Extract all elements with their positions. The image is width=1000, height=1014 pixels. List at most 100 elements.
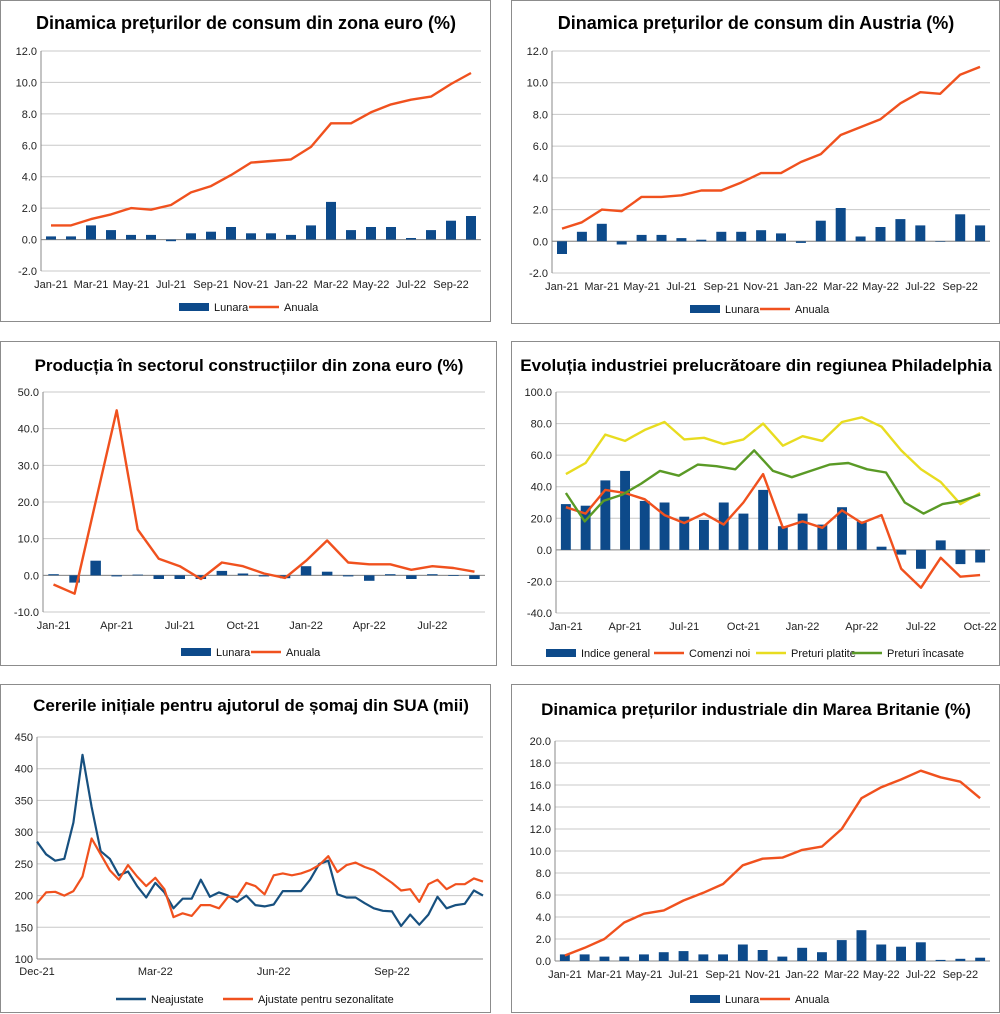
bar: [896, 946, 906, 961]
x-tick-label: Nov-21: [745, 969, 780, 981]
legend-label: Anuala: [795, 994, 830, 1006]
bar: [321, 571, 333, 576]
bar: [186, 233, 196, 240]
bar: [896, 549, 907, 555]
chart-preturi-industriale-uk: Dinamica prețurilor industriale din Mare…: [530, 700, 990, 1006]
legend-swatch: [690, 305, 720, 313]
bar: [559, 954, 570, 961]
chart-title: Cererile inițiale pentru ajutorul de șom…: [33, 696, 469, 715]
bar: [817, 524, 828, 550]
bar: [975, 957, 986, 961]
bar: [258, 575, 270, 577]
bar: [448, 575, 459, 576]
x-tick-label: Mar-22: [314, 279, 349, 291]
y-tick-label: 8.0: [22, 109, 37, 121]
y-tick-label: 50.0: [18, 387, 39, 399]
bar: [342, 575, 354, 577]
y-tick-label: 10.0: [530, 846, 551, 858]
bar: [619, 956, 630, 961]
bar: [975, 549, 986, 563]
bar: [815, 220, 826, 242]
y-tick-label: 0.0: [537, 545, 552, 557]
y-tick-label: -2.0: [18, 266, 37, 278]
bar: [237, 573, 249, 576]
y-tick-label: 20.0: [530, 736, 551, 748]
x-tick-label: Nov-21: [743, 281, 778, 293]
bar: [300, 566, 312, 576]
y-tick-label: 14.0: [530, 802, 551, 814]
legend-label: Ajustate pentru sezonalitate: [258, 994, 394, 1006]
x-tick-label: Mar-22: [138, 966, 173, 978]
x-tick-label: Oct-21: [727, 621, 760, 633]
legend-label: Anuala: [284, 302, 319, 314]
chart-panel-constructii: Producția în sectorul construcțiilor din…: [0, 341, 497, 666]
legend-swatch: [546, 649, 576, 657]
bar: [616, 241, 627, 245]
bar: [856, 930, 867, 961]
x-tick-label: Sep-22: [942, 281, 977, 293]
bar: [658, 952, 669, 961]
bar: [797, 947, 808, 961]
bar: [48, 574, 59, 576]
bar: [875, 227, 886, 242]
chart-somaj-sua: Cererile inițiale pentru ajutorul de șom…: [15, 696, 484, 1006]
x-tick-label: Oct-21: [226, 620, 259, 632]
legend-label: Comenzi noi: [689, 648, 750, 660]
series-line-1: [53, 409, 475, 595]
y-tick-label: 12.0: [527, 46, 548, 58]
chart-ipc-zona-euro: Dinamica prețurilor de consum din zona e…: [16, 13, 481, 314]
bar: [226, 227, 236, 240]
x-tick-label: May-22: [862, 281, 899, 293]
y-tick-label: 12.0: [530, 824, 551, 836]
series-line-1: [564, 769, 981, 957]
chart-panel-somaj-sua: Cererile inițiale pentru ajutorul de șom…: [0, 684, 491, 1013]
y-tick-label: 16.0: [530, 780, 551, 792]
bar: [126, 234, 136, 240]
bar: [837, 507, 847, 550]
legend-swatch: [179, 303, 209, 311]
bar: [446, 220, 456, 240]
x-tick-label: Mar-21: [587, 969, 622, 981]
x-tick-label: Jan-21: [545, 281, 579, 293]
bar: [406, 238, 416, 240]
bar: [557, 241, 567, 254]
bar: [975, 225, 986, 242]
bar: [406, 575, 417, 579]
bar: [174, 575, 185, 579]
bar: [427, 574, 438, 576]
series-line-0: [36, 753, 484, 928]
y-tick-label: 150: [15, 922, 33, 934]
y-tick-label: -2.0: [529, 268, 548, 280]
chart-philadelphia: Evoluția industriei prelucrătoare din re…: [520, 356, 996, 660]
y-tick-label: 250: [15, 859, 33, 871]
bar: [916, 549, 926, 569]
series-line-1: [561, 65, 981, 230]
bar: [146, 234, 156, 240]
bar: [776, 233, 786, 242]
series-line-1: [51, 71, 472, 227]
x-tick-label: Jan-21: [548, 969, 582, 981]
bar: [696, 239, 707, 242]
bar: [69, 575, 80, 583]
bar: [426, 230, 436, 240]
y-tick-label: 40.0: [531, 482, 552, 494]
bar: [86, 225, 96, 240]
bar: [600, 480, 611, 550]
bar: [698, 954, 709, 961]
series-line-2: [565, 416, 981, 506]
bar: [915, 942, 926, 961]
series-line-1: [36, 837, 484, 919]
x-tick-label: Jul-22: [417, 620, 447, 632]
x-tick-label: Dec-21: [19, 966, 54, 978]
x-tick-label: Jan-22: [785, 969, 819, 981]
bar: [580, 505, 591, 550]
x-tick-label: Jul-22: [905, 281, 935, 293]
y-tick-label: 100.0: [524, 387, 552, 399]
y-tick-label: 12.0: [16, 46, 37, 58]
y-tick-label: 40.0: [18, 424, 39, 436]
chart-title: Dinamica prețurilor de consum din zona e…: [36, 13, 456, 33]
bar: [106, 230, 116, 240]
legend-label: Anuala: [795, 304, 830, 316]
y-tick-label: -20.0: [527, 576, 552, 588]
x-tick-label: Apr-21: [609, 621, 642, 633]
